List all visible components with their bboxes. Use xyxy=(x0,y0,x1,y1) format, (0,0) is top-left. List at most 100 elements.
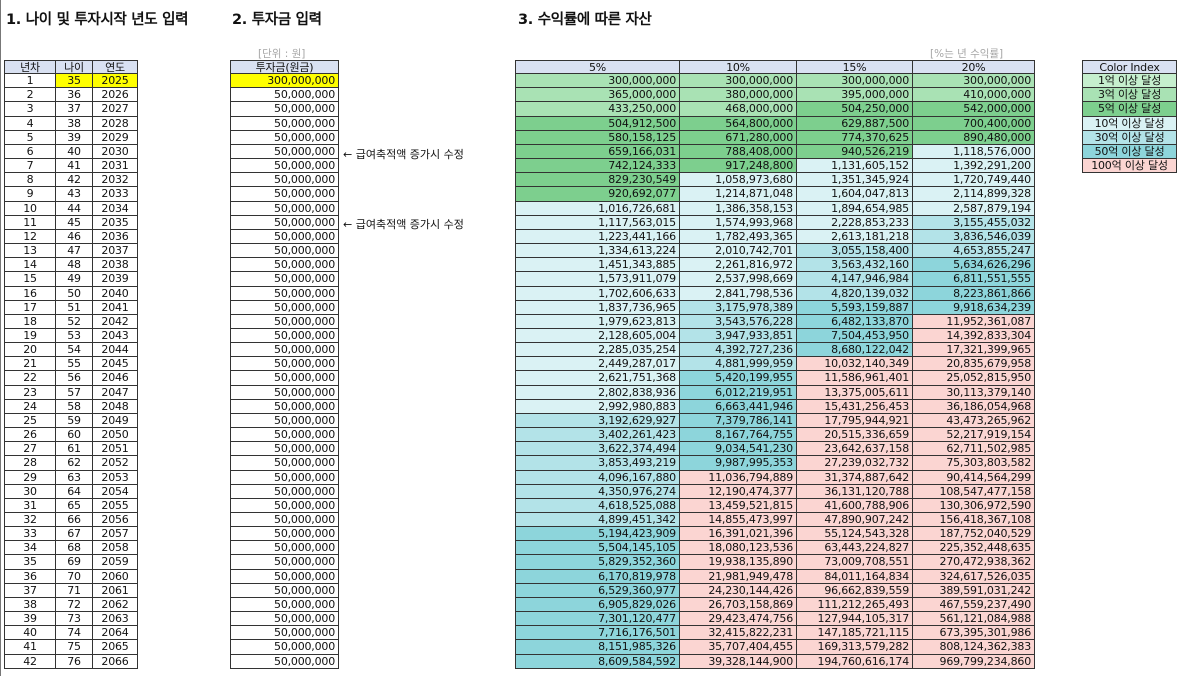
table-row: 4,899,451,342 14,855,473,997 47,890,907,24… xyxy=(515,513,1035,528)
investment-input[interactable]: 50,000,000 xyxy=(230,442,339,457)
asset-cell-rate-15: 5,593,159,887 xyxy=(797,300,913,315)
asset-cell-rate-15: 36,131,120,788 xyxy=(797,484,913,499)
asset-cell-rate-5: 1,702,606,633 xyxy=(515,286,680,301)
asset-cell-rate-10: 4,881,999,959 xyxy=(680,357,797,372)
year-index-cell: 24 xyxy=(4,399,56,414)
investment-input[interactable]: 50,000,000 xyxy=(230,385,339,400)
investment-input[interactable]: 50,000,000 xyxy=(230,513,339,528)
investment-input[interactable]: 50,000,000 xyxy=(230,244,339,259)
investment-input[interactable]: 50,000,000 xyxy=(230,272,339,287)
investment-input[interactable]: 50,000,000 xyxy=(230,229,339,245)
asset-cell-rate-15: 6,482,133,870 xyxy=(797,314,913,329)
table-row: 26 60 2050 xyxy=(4,428,138,443)
investment-input[interactable]: 50,000,000 xyxy=(230,569,339,584)
table-row: 4,350,976,274 12,190,474,377 36,131,120,78… xyxy=(515,484,1035,499)
investment-input[interactable]: 50,000,000 xyxy=(230,399,339,414)
investment-input[interactable]: 50,000,000 xyxy=(230,612,339,627)
asset-cell-rate-5: 580,158,125 xyxy=(515,130,680,145)
investment-input[interactable]: 50,000,000 xyxy=(230,215,339,230)
investment-input[interactable]: 50,000,000 xyxy=(230,654,339,669)
investment-input[interactable]: 50,000,000 xyxy=(230,640,339,655)
year-cell: 2035 xyxy=(93,215,138,230)
year-cell: 2038 xyxy=(93,258,138,273)
investment-input[interactable]: 50,000,000 xyxy=(230,201,339,216)
investment-input[interactable]: 50,000,000 xyxy=(230,102,339,117)
asset-cell-rate-10: 14,855,473,997 xyxy=(680,513,797,528)
table-row: 2 36 2026 xyxy=(4,88,138,103)
investment-input[interactable]: 50,000,000 xyxy=(230,541,339,556)
age-cell: 50 xyxy=(56,286,93,301)
investment-input[interactable]: 50,000,000 xyxy=(230,456,339,471)
investment-input[interactable]: 50,000,000 xyxy=(230,130,339,145)
table-row: 365,000,000 380,000,000 395,000,000 410,000… xyxy=(515,88,1035,103)
investment-input[interactable]: 50,000,000 xyxy=(230,173,339,188)
investment-input[interactable]: 50,000,000 xyxy=(230,428,339,443)
investment-input[interactable]: 50,000,000 xyxy=(230,597,339,613)
table-row: 15 49 2039 xyxy=(4,272,138,287)
investment-input[interactable]: 50,000,000 xyxy=(230,88,339,103)
investment-input[interactable]: 50,000,000 xyxy=(230,527,339,542)
asset-cell-rate-15: 194,760,616,174 xyxy=(797,654,913,669)
investment-input[interactable]: 50,000,000 xyxy=(230,498,339,513)
table-row: 16 50 2040 xyxy=(4,286,138,301)
year-index-cell: 39 xyxy=(4,612,56,627)
age-cell: 73 xyxy=(56,612,93,627)
investment-input[interactable]: 50,000,000 xyxy=(230,470,339,485)
asset-cell-rate-5: 5,504,145,105 xyxy=(515,541,680,556)
investment-input[interactable]: 50,000,000 xyxy=(230,343,339,358)
investment-input[interactable]: 50,000,000 xyxy=(230,413,339,429)
age-cell: 58 xyxy=(56,399,93,414)
investment-input[interactable]: 50,000,000 xyxy=(230,300,339,315)
table-row: 2,128,605,004 3,947,933,851 7,504,453,950 1… xyxy=(515,328,1035,344)
asset-cell-rate-20: 1,392,291,200 xyxy=(913,159,1035,174)
asset-cell-rate-20: 410,000,000 xyxy=(913,88,1035,103)
asset-cell-rate-15: 504,250,000 xyxy=(797,102,913,117)
header-year-index: 년차 xyxy=(4,60,56,75)
asset-cell-rate-5: 2,128,605,004 xyxy=(515,328,680,344)
table-row: 50,000,000 xyxy=(230,215,339,230)
asset-cell-rate-5: 1,334,613,224 xyxy=(515,244,680,259)
investment-input[interactable]: 300,000,000 xyxy=(230,74,339,89)
table-row: 1,016,726,681 1,386,358,153 1,894,654,985 2… xyxy=(515,201,1035,216)
investment-input[interactable]: 50,000,000 xyxy=(230,357,339,372)
investment-input[interactable]: 50,000,000 xyxy=(230,484,339,499)
table-row: 30억 이상 달성 xyxy=(1082,130,1177,145)
year-cell: 2066 xyxy=(93,654,138,669)
asset-cell-rate-5: 3,622,374,494 xyxy=(515,442,680,457)
table-row: 300,000,000 300,000,000 300,000,000 300,000… xyxy=(515,74,1035,89)
investment-input[interactable]: 50,000,000 xyxy=(230,258,339,273)
investment-input[interactable]: 50,000,000 xyxy=(230,328,339,344)
age-cell: 52 xyxy=(56,314,93,329)
annotation-salary-increase: ← 급여축적액 증가시 수정 xyxy=(343,218,464,231)
investment-input[interactable]: 50,000,000 xyxy=(230,286,339,301)
asset-cell-rate-15: 17,795,944,921 xyxy=(797,413,913,429)
table-row: 50,000,000 xyxy=(230,385,339,400)
investment-input[interactable]: 50,000,000 xyxy=(230,583,339,598)
color-index-item: 1억 이상 달성 xyxy=(1082,74,1177,89)
asset-cell-rate-5: 3,192,629,927 xyxy=(515,413,680,429)
table-row: 23 57 2047 xyxy=(4,385,138,400)
investment-input[interactable]: 50,000,000 xyxy=(230,626,339,641)
investment-input[interactable]: 50,000,000 xyxy=(230,159,339,174)
year-cell: 2036 xyxy=(93,229,138,245)
start-year-input[interactable]: 2025 xyxy=(93,74,138,89)
asset-cell-rate-10: 39,328,144,900 xyxy=(680,654,797,669)
sheet-left-border xyxy=(0,0,1,676)
year-cell: 2032 xyxy=(93,173,138,188)
investment-input[interactable]: 50,000,000 xyxy=(230,314,339,329)
asset-cell-rate-15: 63,443,224,827 xyxy=(797,541,913,556)
investment-input[interactable]: 50,000,000 xyxy=(230,116,339,131)
investment-input[interactable]: 50,000,000 xyxy=(230,555,339,570)
investment-input[interactable]: 50,000,000 xyxy=(230,144,339,160)
table-row: 6,905,829,026 26,703,158,869 111,212,265,4… xyxy=(515,597,1035,613)
table-row: 22 56 2046 xyxy=(4,371,138,386)
color-index-header: Color Index xyxy=(1082,60,1177,75)
table-row: 50,000,000 xyxy=(230,626,339,641)
age-cell: 69 xyxy=(56,555,93,570)
age-input[interactable]: 35 xyxy=(56,74,93,89)
investment-input[interactable]: 50,000,000 xyxy=(230,371,339,386)
investment-input[interactable]: 50,000,000 xyxy=(230,187,339,202)
asset-cell-rate-10: 3,175,978,389 xyxy=(680,300,797,315)
asset-cell-rate-15: 96,662,839,559 xyxy=(797,583,913,598)
table-row: 2,802,838,936 6,012,219,951 13,375,005,611… xyxy=(515,385,1035,400)
